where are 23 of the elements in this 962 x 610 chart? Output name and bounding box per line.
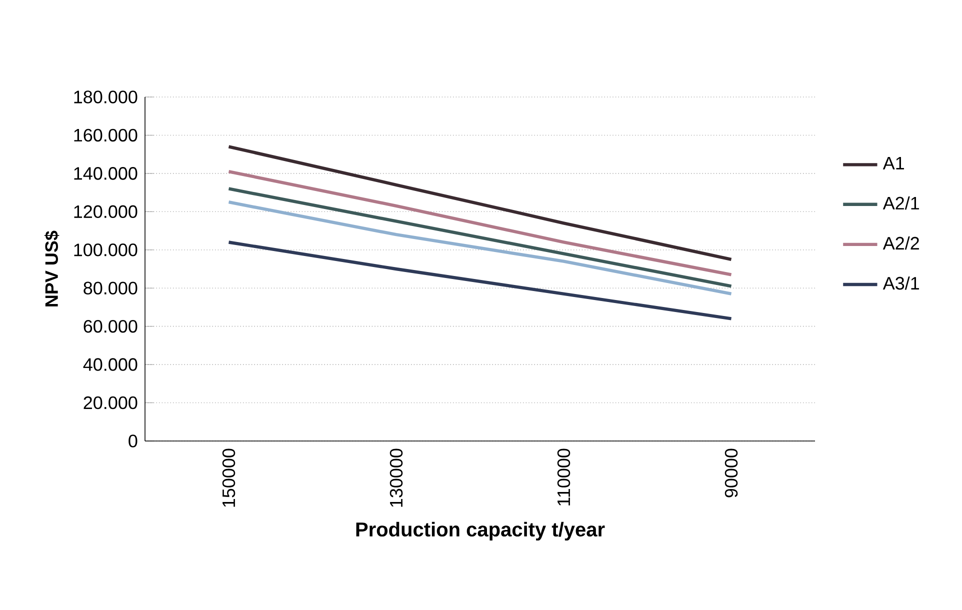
- y-tick-label: 100.000: [74, 244, 138, 256]
- line-series: [227, 145, 733, 262]
- y-tick-label: 20.000: [84, 396, 138, 410]
- y-axis-title: NPV US$: [44, 230, 60, 306]
- x-tick-label: 150000: [222, 448, 236, 507]
- line-series: [227, 170, 733, 276]
- legend-label: A2/1: [882, 196, 919, 210]
- legend-label: A3/1: [882, 276, 919, 290]
- y-tick-label: 80.000: [84, 282, 138, 294]
- y-tick-label: 40.000: [83, 358, 138, 371]
- y-tick-label: 120.000: [74, 205, 138, 218]
- x-tick-label: 110000: [557, 448, 570, 506]
- line-series: [227, 200, 733, 296]
- y-tick-label: 60.000: [84, 320, 138, 333]
- y-tick-label: 160.000: [74, 128, 138, 142]
- legend-label: A1: [882, 156, 904, 170]
- x-tick-label: 130000: [390, 448, 403, 507]
- x-tick-label: 90000: [724, 448, 738, 498]
- y-tick-label: 0: [128, 434, 138, 448]
- legend-label: A2/2: [882, 236, 919, 250]
- y-tick-label: 140.000: [74, 167, 138, 180]
- y-tick-label: 180.000: [74, 90, 138, 104]
- x-axis-title: Production capacity t/year: [356, 522, 605, 540]
